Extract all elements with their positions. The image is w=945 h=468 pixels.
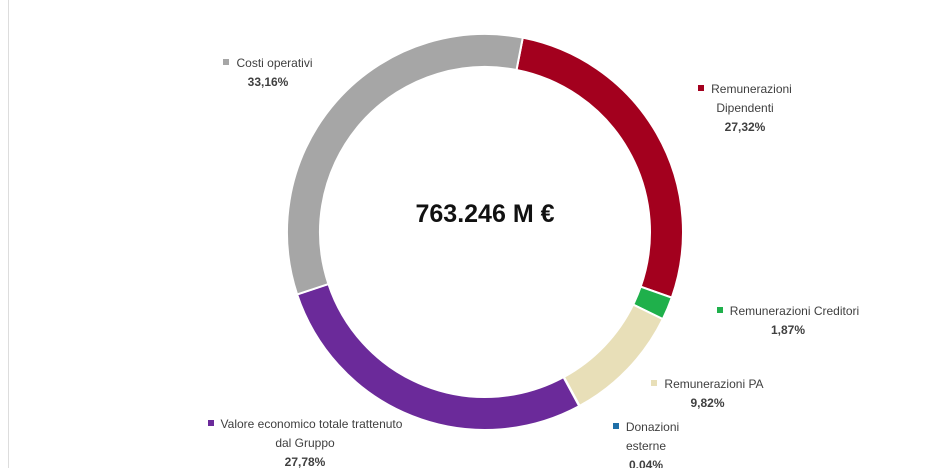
data-label: Remunerazioni Dipendenti 27,32% — [680, 80, 810, 137]
category-label: Donazioni esterne — [625, 420, 680, 453]
label-name: Donazioni esterne — [596, 418, 696, 456]
donut-slice — [562, 303, 665, 408]
category-label: Costi operativi — [236, 56, 313, 70]
data-label: Remunerazioni PA 9,82% — [650, 375, 765, 413]
data-label: Remunerazioni Creditori 1,87% — [688, 302, 888, 340]
legend-swatch — [716, 307, 723, 313]
label-name: Remunerazioni Dipendenti — [680, 80, 810, 118]
legend-swatch — [651, 380, 658, 386]
value-label: 0,04% — [628, 458, 664, 468]
value-label: 27,78% — [284, 455, 326, 468]
value-label: 33,16% — [247, 75, 289, 89]
data-label: Valore economico totale trattenuto dal G… — [205, 415, 405, 468]
category-label: Valore economico totale trattenuto dal G… — [220, 417, 403, 450]
label-name: Valore economico totale trattenuto dal G… — [205, 415, 405, 453]
legend-swatch — [223, 59, 230, 65]
category-label: Remunerazioni PA — [664, 377, 764, 391]
label-name: Costi operativi — [203, 54, 333, 73]
data-label: Costi operativi 33,16% — [203, 54, 333, 92]
donut-slice — [515, 36, 684, 299]
category-label: Remunerazioni Creditori — [729, 304, 860, 318]
donut-slice — [295, 282, 581, 431]
category-label: Remunerazioni Dipendenti — [711, 82, 792, 115]
center-label: 763.246 M € — [415, 200, 555, 228]
label-name: Remunerazioni Creditori — [688, 302, 888, 321]
legend-swatch — [207, 420, 214, 426]
value-label: 9,82% — [690, 396, 725, 410]
label-name: Remunerazioni PA — [650, 375, 765, 394]
value-label: 1,87% — [770, 323, 806, 337]
data-label: Donazioni esterne 0,04% — [596, 418, 696, 468]
value-label: 27,32% — [724, 120, 766, 134]
border — [8, 0, 9, 468]
legend-swatch — [612, 423, 619, 429]
donut-slice — [286, 33, 524, 296]
legend-swatch — [698, 85, 705, 91]
